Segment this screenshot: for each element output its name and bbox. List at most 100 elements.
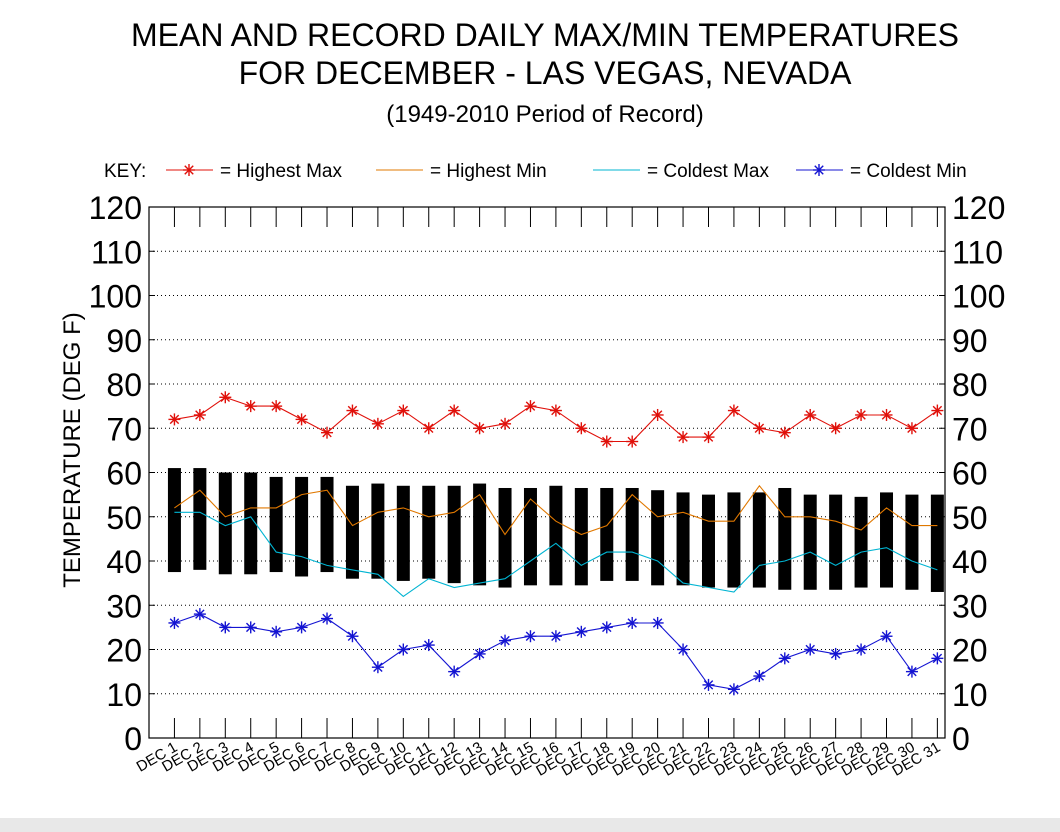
series-1-point-18 xyxy=(600,435,613,448)
series-1-point-11 xyxy=(422,422,435,435)
mean-bar-12 xyxy=(447,485,461,584)
mean-bar-3 xyxy=(218,472,232,575)
series-4-point-25 xyxy=(778,652,791,665)
series-4-point-11 xyxy=(422,639,435,652)
y-tick-label-left-40: 40 xyxy=(106,544,142,580)
series-4-point-2 xyxy=(193,608,206,621)
series-4-point-31 xyxy=(931,652,944,665)
mean-bar-29 xyxy=(880,492,894,588)
series-1-point-29 xyxy=(880,408,893,421)
mean-bar-31 xyxy=(930,494,944,592)
series-1-point-14 xyxy=(499,417,512,430)
legend-marker-4 xyxy=(813,164,825,176)
series-4-point-19 xyxy=(626,616,639,629)
series-1-point-21 xyxy=(677,431,690,444)
series-4-point-20 xyxy=(651,616,664,629)
series-1-point-6 xyxy=(295,413,308,426)
y-tick-label-left-10: 10 xyxy=(106,677,142,713)
y-tick-label-left-20: 20 xyxy=(106,633,142,669)
series-4-point-21 xyxy=(677,643,690,656)
legend: KEY: = Highest Max = Highest Min = Coldest… xyxy=(104,161,967,182)
y-tick-label-left-100: 100 xyxy=(89,279,142,315)
mean-bar-28 xyxy=(854,496,868,588)
y-tick-label-right-30: 30 xyxy=(952,588,988,624)
series-line-4 xyxy=(174,613,938,690)
series-4-point-24 xyxy=(753,670,766,683)
grid-lines xyxy=(149,250,945,695)
y-tick-label-right-100: 100 xyxy=(952,279,1005,315)
series-1-point-28 xyxy=(855,408,868,421)
series-1-point-16 xyxy=(549,404,562,417)
y-tick-label-left-120: 120 xyxy=(89,190,142,226)
y-tick-label-right-10: 10 xyxy=(952,677,988,713)
y-tick-label-left-80: 80 xyxy=(106,367,142,403)
y-tick-label-right-0: 0 xyxy=(952,721,970,757)
series-1-point-15 xyxy=(524,400,537,413)
series-1-point-5 xyxy=(270,400,283,413)
series-4-point-13 xyxy=(473,647,486,660)
chart-subtitle: (1949-2010 Period of Record) xyxy=(386,101,704,128)
y-tick-label-right-50: 50 xyxy=(952,500,988,536)
y-tick-label-left-50: 50 xyxy=(106,500,142,536)
y-tick-label-left-70: 70 xyxy=(106,411,142,447)
series-1-point-19 xyxy=(626,435,639,448)
y-tick-label-right-60: 60 xyxy=(952,456,988,492)
series-1-point-24 xyxy=(753,422,766,435)
series-1-point-26 xyxy=(804,408,817,421)
mean-bars xyxy=(167,468,944,592)
series-1-point-13 xyxy=(473,422,486,435)
series-1-point-31 xyxy=(931,404,944,417)
series-1-point-12 xyxy=(448,404,461,417)
series-4-point-4 xyxy=(244,621,257,634)
legend-items: = Highest Max = Highest Min = Coldest Max =… xyxy=(166,161,967,182)
series-4-point-18 xyxy=(600,621,613,634)
series-1-point-17 xyxy=(575,422,588,435)
series-4-point-3 xyxy=(219,621,232,634)
mean-bar-27 xyxy=(829,494,843,590)
mean-bar-30 xyxy=(905,494,919,590)
series-4-point-16 xyxy=(549,630,562,643)
series-4-point-14 xyxy=(499,634,512,647)
mean-bar-8 xyxy=(345,485,359,579)
chart-title-line1: MEAN AND RECORD DAILY MAX/MIN TEMPERATUR… xyxy=(131,17,959,53)
mean-bar-25 xyxy=(778,487,792,590)
series-4-point-26 xyxy=(804,643,817,656)
y-tick-label-left-30: 30 xyxy=(106,588,142,624)
mean-bar-2 xyxy=(193,468,207,570)
y-tick-label-right-110: 110 xyxy=(952,234,1003,270)
series-4-point-22 xyxy=(702,678,715,691)
mean-bar-1 xyxy=(167,468,181,573)
series-1-point-22 xyxy=(702,431,715,444)
mean-bar-24 xyxy=(752,492,766,588)
y-tick-label-right-120: 120 xyxy=(952,190,1005,226)
series-4-point-9 xyxy=(371,661,384,674)
series-1-point-2 xyxy=(193,408,206,421)
mean-bar-26 xyxy=(803,494,817,590)
mean-bar-11 xyxy=(422,485,436,579)
series-1-point-3 xyxy=(219,391,232,404)
series-4-point-1 xyxy=(168,616,181,629)
mean-bar-18 xyxy=(600,487,614,581)
y-tick-label-left-90: 90 xyxy=(106,323,142,359)
y-tick-label-right-80: 80 xyxy=(952,367,988,403)
y-axis-label: TEMPERATURE (DEG F) xyxy=(59,312,86,588)
mean-bar-17 xyxy=(574,487,588,586)
mean-bar-5 xyxy=(269,476,283,573)
legend-label-2: = Highest Min xyxy=(430,161,547,182)
y-tick-label-left-60: 60 xyxy=(106,456,142,492)
series-4-point-8 xyxy=(346,630,359,643)
mean-bar-13 xyxy=(473,483,487,586)
series-4-point-30 xyxy=(905,665,918,678)
series-1-point-10 xyxy=(397,404,410,417)
y-tick-label-left-110: 110 xyxy=(91,234,142,270)
y-tick-label-right-40: 40 xyxy=(952,544,988,580)
series-4-point-10 xyxy=(397,643,410,656)
mean-bar-4 xyxy=(244,472,258,575)
mean-bar-22 xyxy=(701,494,715,588)
legend-label-3: = Coldest Max xyxy=(647,161,769,182)
series-line-3 xyxy=(174,511,938,598)
mean-bar-20 xyxy=(651,490,665,586)
mean-bar-21 xyxy=(676,492,690,586)
series-1-point-9 xyxy=(371,417,384,430)
mean-bar-19 xyxy=(625,487,639,581)
